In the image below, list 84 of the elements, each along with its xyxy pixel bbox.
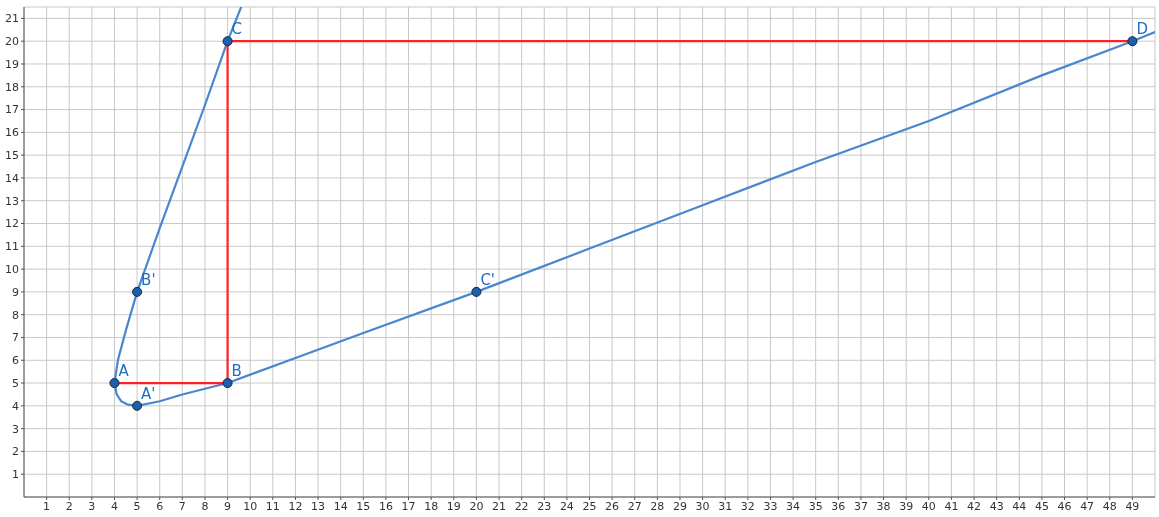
y-tick-label: 5	[12, 376, 19, 390]
x-tick-label: 31	[718, 499, 733, 513]
x-tick-label: 1	[43, 499, 51, 513]
x-tick-label: 15	[356, 499, 371, 513]
point	[222, 378, 233, 389]
x-tick-label: 36	[831, 499, 846, 513]
x-tick-label: 34	[786, 499, 801, 513]
x-tick-label: 14	[333, 499, 348, 513]
point	[222, 36, 233, 47]
annotation: A'	[141, 384, 156, 403]
annotation: C'	[480, 270, 496, 289]
y-tick-label: 15	[5, 149, 19, 163]
x-tick-label: 9	[224, 499, 232, 513]
x-tick-label: 30	[695, 499, 710, 513]
x-tick-label: 27	[627, 499, 642, 513]
y-tick-label: 7	[12, 331, 19, 345]
y-tick-label: 4	[12, 399, 19, 413]
y-tick-label: 12	[5, 217, 19, 231]
x-tick-label: 35	[808, 499, 823, 513]
y-tick-label: 18	[5, 80, 19, 94]
x-tick-label: 17	[401, 499, 416, 513]
y-tick-label: 1	[12, 468, 19, 482]
x-tick-label: 8	[201, 499, 209, 513]
x-tick-label: 6	[156, 499, 164, 513]
y-tick-label: 19	[5, 57, 19, 71]
x-tick-label: 33	[763, 499, 778, 513]
x-tick-label: 28	[650, 499, 665, 513]
y-tick-label: 14	[5, 171, 19, 185]
x-tick-label: 24	[559, 499, 574, 513]
x-tick-label: 46	[1057, 499, 1072, 513]
point	[132, 286, 143, 297]
x-tick-label: 29	[672, 499, 687, 513]
x-tick-label: 39	[899, 499, 914, 513]
y-tick-label: 3	[12, 422, 19, 436]
y-tick-label: 9	[12, 285, 19, 299]
annotation: A	[118, 362, 130, 381]
x-tick-label: 23	[537, 499, 552, 513]
x-tick-label: 10	[243, 499, 258, 513]
x-tick-label: 25	[582, 499, 597, 513]
annotation: C	[231, 20, 243, 39]
x-tick-label: 37	[853, 499, 868, 513]
x-tick-label: 44	[1012, 499, 1027, 513]
x-tick-label: 20	[469, 499, 484, 513]
x-tick-label: 32	[740, 499, 755, 513]
x-tick-label: 19	[446, 499, 461, 513]
x-tick-label: 5	[133, 499, 141, 513]
y-tick-label: 2	[12, 445, 19, 459]
annotation: B'	[141, 270, 156, 289]
point	[109, 378, 120, 389]
x-tick-label: 12	[288, 499, 303, 513]
y-tick-label: 13	[5, 194, 19, 208]
point	[1127, 36, 1138, 47]
x-tick-label: 21	[492, 499, 507, 513]
y-tick-label: 16	[5, 126, 19, 140]
x-tick-label: 38	[876, 499, 891, 513]
x-tick-label: 3	[88, 499, 96, 513]
x-tick-label: 41	[944, 499, 959, 513]
x-tick-label: 49	[1125, 499, 1140, 513]
y-tick-label: 6	[12, 354, 19, 368]
x-tick-label: 4	[110, 499, 118, 513]
x-tick-label: 42	[967, 499, 982, 513]
point	[132, 400, 143, 411]
x-tick-label: 47	[1080, 499, 1095, 513]
x-tick-label: 22	[514, 499, 529, 513]
point	[471, 286, 482, 297]
x-tick-label: 16	[378, 499, 393, 513]
x-tick-label: 7	[178, 499, 186, 513]
y-tick-label: 10	[5, 263, 19, 276]
y-tick-label: 21	[5, 12, 19, 26]
y-tick-label: 8	[12, 308, 19, 322]
annotation: D	[1136, 20, 1148, 39]
x-tick-label: 13	[311, 499, 326, 513]
x-tick-label: 18	[424, 499, 439, 513]
x-tick-label: 11	[265, 499, 280, 513]
y-tick-label: 11	[5, 240, 19, 254]
x-tick-label: 48	[1102, 499, 1117, 513]
y-tick-label: 20	[5, 35, 19, 49]
x-tick-label: 26	[605, 499, 620, 513]
x-tick-label: 40	[921, 499, 936, 513]
x-tick-label: 45	[1034, 499, 1049, 513]
x-tick-label: 43	[989, 499, 1004, 513]
annotation: B	[231, 362, 242, 381]
y-tick-label: 17	[5, 103, 19, 117]
x-tick-label: 2	[65, 499, 73, 513]
